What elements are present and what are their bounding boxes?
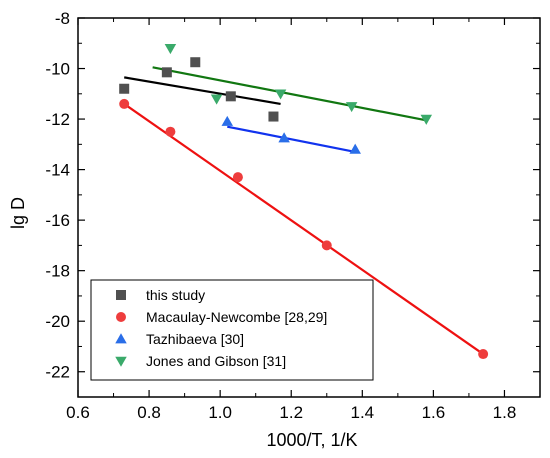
y-tick-label: -18 — [45, 262, 70, 281]
legend-label-1: Macaulay-Newcombe [28,29] — [146, 309, 327, 325]
x-tick-label: 0.6 — [66, 403, 90, 422]
data-point-series-3 — [164, 44, 177, 55]
fit-line-series-0 — [124, 76, 281, 105]
x-tick-label: 0.8 — [137, 403, 161, 422]
data-point-series-3 — [210, 94, 223, 105]
data-point-series-0 — [119, 83, 130, 94]
x-tick-label: 1.6 — [422, 403, 446, 422]
legend-label-0: this study — [146, 287, 205, 303]
y-tick-label: -14 — [45, 161, 70, 180]
x-tick-label: 1.8 — [493, 403, 517, 422]
legend-marker-2 — [115, 333, 127, 344]
data-markers — [119, 44, 489, 360]
y-tick-label: -16 — [45, 211, 70, 230]
data-point-series-0 — [268, 111, 279, 122]
data-point-series-0 — [161, 67, 172, 78]
fit-line-series-3 — [152, 66, 427, 122]
y-tick-label: -8 — [55, 9, 70, 28]
axis-ticks — [77, 17, 541, 398]
fit-lines — [123, 66, 484, 355]
legend-box — [90, 279, 374, 381]
legend-marker-0 — [116, 290, 126, 300]
x-axis-title: 1000/T, 1/K — [266, 430, 357, 450]
legend: this study Macaulay-Newcombe [28,29] Tazhi… — [90, 279, 374, 381]
tick-labels: 0.6 0.8 1.0 1.2 1.4 1.6 1.8 -8 -10 -12 -14 -16 -18 -2… — [45, 9, 516, 422]
data-point-series-0 — [225, 91, 236, 102]
legend-marker-1 — [116, 312, 126, 322]
fit-line-series-1 — [123, 103, 484, 355]
fit-line-series-2 — [227, 125, 356, 153]
legend-label-2: Tazhibaeva [30] — [146, 331, 244, 347]
data-point-series-1 — [119, 98, 130, 109]
x-tick-label: 1.4 — [350, 403, 374, 422]
x-tick-label: 1.0 — [208, 403, 232, 422]
data-point-series-2 — [278, 132, 290, 143]
data-point-series-1 — [232, 172, 243, 183]
data-point-series-1 — [478, 349, 489, 360]
y-tick-label: -22 — [45, 363, 70, 382]
data-point-series-1 — [321, 240, 332, 251]
data-point-series-0 — [190, 57, 201, 68]
y-tick-label: -12 — [45, 110, 70, 129]
y-tick-label: -10 — [45, 60, 70, 79]
y-axis-title: lg D — [8, 197, 28, 229]
legend-marker-3 — [115, 356, 127, 367]
data-point-series-3 — [274, 89, 287, 100]
y-tick-label: -20 — [45, 312, 70, 331]
data-point-series-3 — [420, 114, 433, 125]
data-point-series-1 — [165, 126, 176, 137]
data-point-series-3 — [345, 102, 358, 113]
legend-label-3: Jones and Gibson [31] — [146, 353, 286, 369]
data-point-series-2 — [221, 115, 234, 126]
data-point-series-2 — [349, 143, 361, 154]
x-tick-label: 1.2 — [279, 403, 303, 422]
